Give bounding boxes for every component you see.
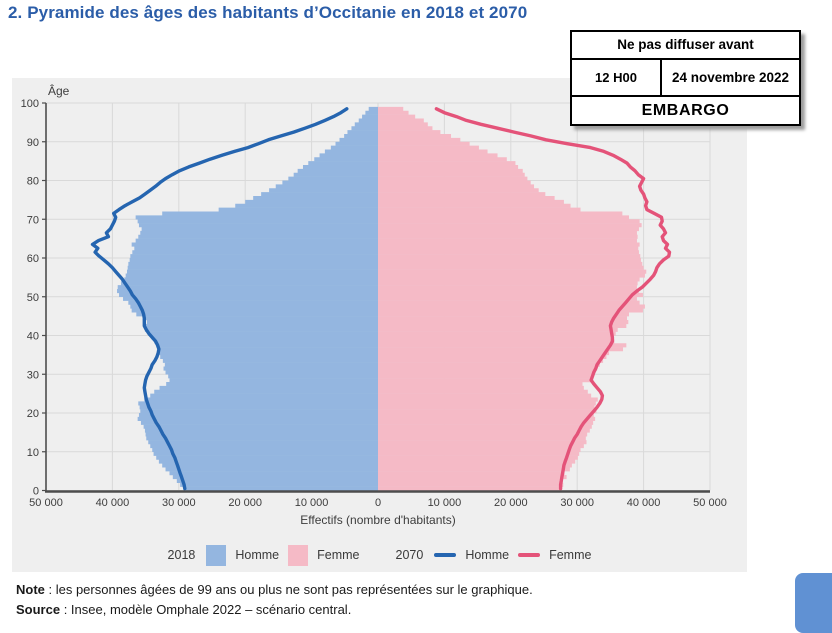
- svg-text:30 000: 30 000: [560, 497, 594, 509]
- embargo-time: 12 H00: [572, 60, 662, 95]
- source-text: : Insee, modèle Omphale 2022 – scénario …: [60, 602, 352, 617]
- embargo-date: 24 novembre 2022: [671, 70, 790, 85]
- legend-label-femme-2018: Femme: [317, 548, 360, 562]
- svg-text:40 000: 40 000: [96, 497, 130, 509]
- svg-text:10 000: 10 000: [428, 497, 462, 509]
- embargo-datetime-row: 12 H00 24 novembre 2022: [572, 60, 799, 97]
- source-label: Source: [16, 602, 61, 617]
- population-pyramid-chart: 50 000 40 000 30 000 20 000 10 000 0 10 000 20 …: [21, 83, 727, 527]
- y-axis-title: Âge: [48, 83, 70, 98]
- chart-legend: 2018 Homme Femme 2070 Homme Femme: [12, 542, 747, 568]
- legend-label-homme-2070: Homme: [465, 548, 510, 562]
- legend-swatch-femme-2070-line: [518, 553, 541, 557]
- legend-label-femme-2070: Femme: [549, 548, 592, 562]
- note-text: : les personnes âgées de 99 ans ou plus …: [44, 582, 533, 597]
- svg-text:70: 70: [27, 214, 39, 226]
- svg-text:10: 10: [27, 447, 39, 459]
- source-line: Source : Insee, modèle Omphale 2022 – sc…: [16, 600, 533, 620]
- svg-text:50: 50: [27, 292, 39, 304]
- line-femme-2070: [434, 107, 672, 491]
- svg-text:10 000: 10 000: [295, 497, 329, 509]
- svg-text:60: 60: [27, 253, 39, 265]
- x-axis-title: Effectifs (nombre d'habitants): [300, 513, 455, 527]
- svg-text:20 000: 20 000: [228, 497, 262, 509]
- legend-year-2070: 2070: [395, 548, 424, 562]
- legend-swatch-homme-2018-bar: [206, 544, 227, 566]
- bars-femme-2018: [378, 106, 647, 491]
- embargo-box: Ne pas diffuser avant 12 H00 24 novembre…: [570, 30, 801, 126]
- page-title: 2. Pyramide des âges des habitants d’Occ…: [8, 3, 528, 22]
- note-line: Note : les personnes âgées de 99 ans ou …: [16, 580, 533, 600]
- legend-swatch-homme-2070-line: [434, 553, 457, 557]
- svg-text:100: 100: [21, 98, 39, 110]
- feedback-widget-button[interactable]: [795, 573, 832, 633]
- embargo-stamp: EMBARGO: [641, 102, 730, 119]
- legend-swatch-femme-2018-bar: [288, 544, 309, 566]
- svg-text:80: 80: [27, 176, 39, 188]
- svg-text:20: 20: [27, 408, 39, 420]
- axis-labels: 50 000 40 000 30 000 20 000 10 000 0 10 000 20 …: [21, 83, 727, 527]
- chart-panel: 50 000 40 000 30 000 20 000 10 000 0 10 000 20 …: [12, 78, 747, 572]
- svg-text:30 000: 30 000: [162, 497, 196, 509]
- legend-label-homme-2018: Homme: [235, 548, 280, 562]
- svg-text:40: 40: [27, 331, 39, 343]
- bars-homme-2018: [117, 106, 379, 491]
- svg-text:50 000: 50 000: [693, 497, 727, 509]
- line-homme-2070: [90, 107, 349, 491]
- embargo-header: Ne pas diffuser avant: [572, 32, 799, 60]
- svg-text:0: 0: [375, 497, 381, 509]
- svg-text:0: 0: [33, 486, 39, 498]
- svg-text:50 000: 50 000: [29, 497, 63, 509]
- svg-text:90: 90: [27, 137, 39, 149]
- note-label: Note: [16, 582, 45, 597]
- svg-text:30: 30: [27, 369, 39, 381]
- svg-text:40 000: 40 000: [627, 497, 661, 509]
- legend-year-2018: 2018: [167, 548, 196, 562]
- svg-text:20 000: 20 000: [494, 497, 528, 509]
- axes: [42, 102, 710, 493]
- chart-notes: Note : les personnes âgées de 99 ans ou …: [16, 580, 533, 620]
